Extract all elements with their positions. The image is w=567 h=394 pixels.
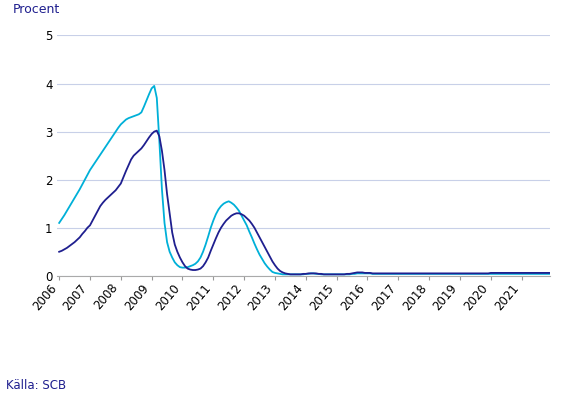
Icke-finansiella företag — [369, 271, 376, 276]
Hushåll — [369, 271, 376, 276]
Hushåll — [154, 128, 160, 133]
Legend: Hushåll, Icke-finansiella företag: Hushåll, Icke-finansiella företag — [158, 390, 449, 394]
Icke-finansiella företag — [261, 261, 268, 266]
Hushåll — [261, 245, 268, 249]
Text: Källa: SCB: Källa: SCB — [6, 379, 66, 392]
Hushåll — [287, 272, 294, 277]
Line: Icke-finansiella företag: Icke-finansiella företag — [59, 86, 550, 274]
Hushåll — [307, 271, 314, 276]
Icke-finansiella företag — [280, 272, 286, 277]
Text: Procent: Procent — [12, 3, 60, 16]
Icke-finansiella företag — [341, 272, 348, 277]
Hushåll — [547, 271, 553, 275]
Line: Hushåll: Hushåll — [59, 131, 550, 274]
Icke-finansiella företag — [151, 84, 158, 88]
Icke-finansiella företag — [256, 252, 263, 257]
Hushåll — [341, 272, 348, 277]
Hushåll — [56, 249, 62, 254]
Icke-finansiella företag — [307, 271, 314, 276]
Hushåll — [256, 235, 263, 240]
Icke-finansiella företag — [547, 271, 553, 276]
Icke-finansiella företag — [115, 125, 122, 130]
Hushåll — [115, 184, 122, 189]
Icke-finansiella företag — [56, 221, 62, 225]
